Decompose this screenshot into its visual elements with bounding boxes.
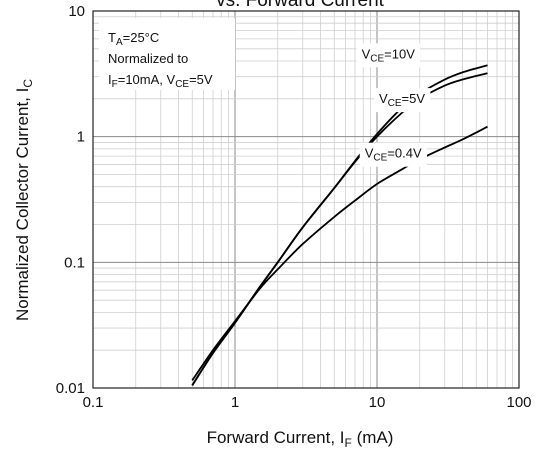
series-layer <box>191 64 488 386</box>
series-label: VCE=10V <box>356 43 421 68</box>
condition-temperature: TA=25°C <box>108 30 159 48</box>
x-tick-label: 1 <box>231 394 239 411</box>
conditions-box: TA=25°C Normalized to IF=10mA, VCE=5V <box>99 18 235 90</box>
series-line <box>191 125 488 381</box>
y-axis-title: Normalized Collector Current, IC <box>13 79 35 321</box>
x-tick-label: 100 <box>506 394 531 411</box>
svg-text:VCE=0.4V: VCE=0.4V <box>365 146 422 164</box>
svg-text:VCE=10V: VCE=10V <box>362 46 416 64</box>
x-tick-label: 0.1 <box>83 394 104 411</box>
y-tick-label: 0.1 <box>64 254 85 271</box>
series-label: VCE=0.4V <box>359 142 427 167</box>
x-tick-label: 10 <box>369 394 386 411</box>
condition-normalized: Normalized to <box>108 51 188 66</box>
series-labels: VCE=10V VCE=5V VCE=0.4V <box>356 43 431 167</box>
condition-reference: IF=10mA, VCE=5V <box>108 72 213 90</box>
y-tick-label: 10 <box>68 3 85 20</box>
series-label: VCE=5V <box>373 88 431 113</box>
y-tick-label: 1 <box>77 129 85 146</box>
plot-frame <box>92 10 520 389</box>
chart-title: vs. Forward Current <box>216 0 385 11</box>
y-tick-label: 0.01 <box>56 380 85 397</box>
x-axis-title: Forward Current, IF (mA) <box>207 428 394 450</box>
svg-text:VCE=5V: VCE=5V <box>379 91 425 109</box>
